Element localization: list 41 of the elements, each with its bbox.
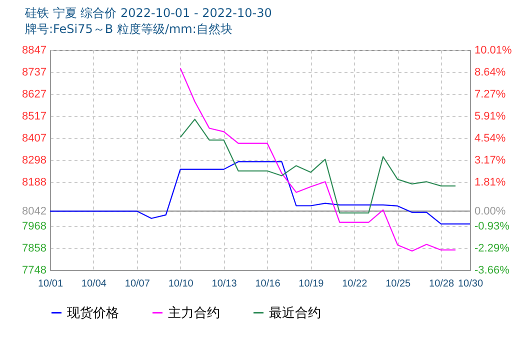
y2-tick-label: 7.27%: [474, 88, 506, 101]
y-tick-label: 8188: [22, 176, 46, 188]
y-tick-label: 8627: [22, 88, 46, 101]
y-tick-label: 8298: [22, 154, 46, 166]
y2-tick-label: 10.01%: [474, 44, 512, 56]
y-tick-label: 8847: [22, 44, 46, 56]
x-tick-label: 10/22: [342, 278, 368, 290]
x-tick-label: 10/30: [458, 278, 484, 290]
y2-tick-label: 0.00%: [474, 206, 506, 218]
legend-label: 最近合约: [269, 306, 321, 321]
y2-tick-label: 1.81%: [474, 176, 506, 188]
y-tick-label: 8517: [22, 110, 46, 123]
legend-label: 现货价格: [67, 306, 119, 321]
x-tick-label: 10/01: [38, 278, 64, 290]
x-tick-label: 10/19: [298, 278, 324, 290]
y-tick-label: 7968: [22, 220, 46, 232]
y-tick-label: 8407: [22, 132, 46, 145]
y-tick-label: 8042: [22, 206, 46, 218]
y2-tick-label: -2.29%: [474, 242, 510, 254]
y2-tick-label: 3.17%: [474, 154, 506, 167]
chart-subtitle: 牌号:FeSi75～B 粒度等级/mm:自然块: [25, 22, 232, 36]
x-tick-label: 10/25: [386, 278, 412, 290]
line-series: [180, 68, 456, 252]
x-tick-label: 10/28: [429, 278, 454, 290]
chart-title: 硅铁 宁夏 综合价 2022-10-01 - 2022-10-30: [24, 6, 272, 20]
y-tick-label: 8737: [22, 66, 46, 79]
y2-tick-label: 8.64%: [474, 66, 506, 79]
y-tick-label: 7858: [22, 242, 46, 254]
x-tick-label: 10/10: [168, 278, 194, 290]
legend-label: 主力合约: [168, 304, 220, 321]
line-series: [180, 118, 456, 214]
y-tick-label: 7748: [22, 264, 46, 276]
line-series: [49, 161, 471, 225]
x-tick-label: 10/07: [124, 278, 150, 290]
x-tick-label: 10/16: [255, 278, 281, 290]
y2-tick-label: -3.66%: [474, 264, 510, 276]
y2-tick-label: -0.93%: [474, 220, 510, 233]
x-tick-label: 10/04: [81, 278, 107, 290]
y2-tick-label: 4.54%: [474, 132, 506, 145]
y2-tick-label: 5.91%: [474, 110, 506, 122]
x-tick-label: 10/13: [212, 278, 238, 290]
